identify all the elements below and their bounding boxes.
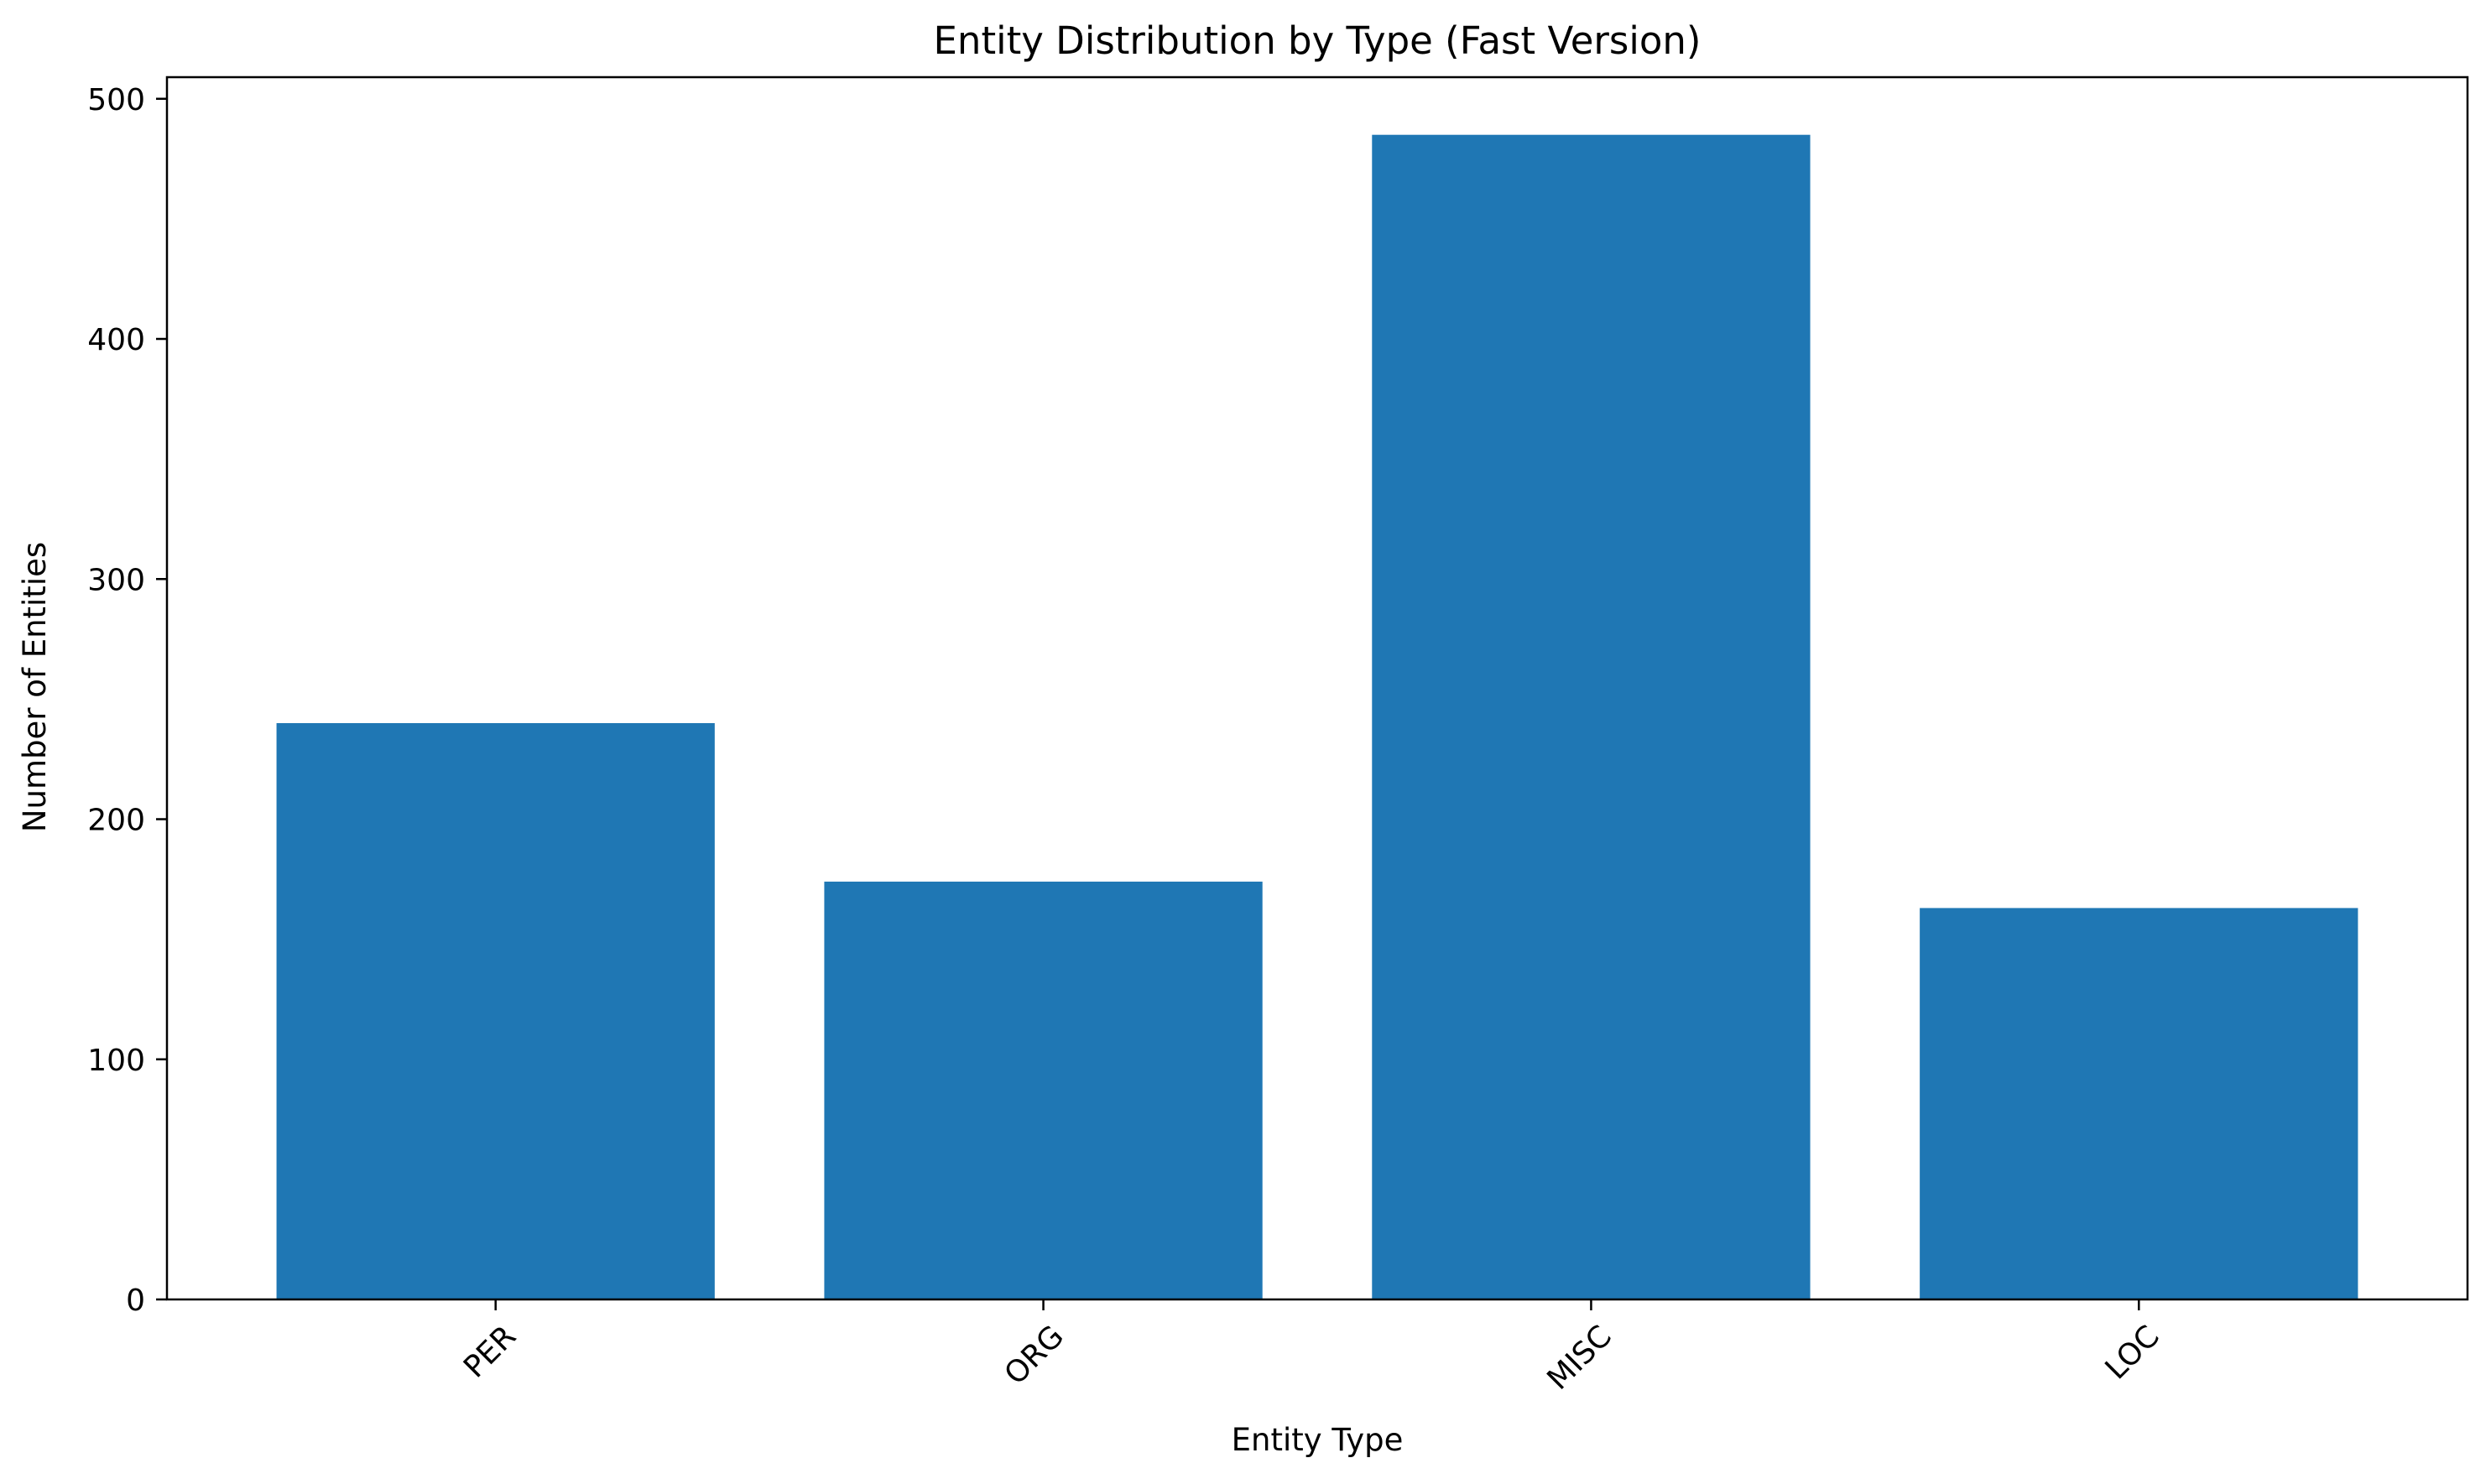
bar-org	[824, 881, 1263, 1299]
bars-layer	[276, 134, 2358, 1299]
bar-loc	[1920, 908, 2358, 1299]
y-tick-label: 400	[87, 323, 145, 357]
y-axis-label-group: Number of Entities	[17, 542, 53, 832]
plot-frame	[165, 76, 2469, 1301]
bar-misc	[1372, 134, 1811, 1299]
y-tick-label: 100	[87, 1044, 145, 1078]
y-ticks: 0 100 200 300 400 500	[87, 83, 167, 1318]
y-axis-label: Number of Entities	[17, 542, 53, 832]
y-tick-label: 0	[126, 1284, 145, 1318]
x-axis-label: Entity Type	[1232, 1422, 1404, 1458]
y-tick-label: 200	[87, 804, 145, 838]
chart-title: Entity Distribution by Type (Fast Versio…	[934, 18, 1701, 63]
y-tick-label: 500	[87, 83, 145, 117]
y-tick-label: 300	[87, 563, 145, 597]
bar-per	[276, 723, 715, 1299]
